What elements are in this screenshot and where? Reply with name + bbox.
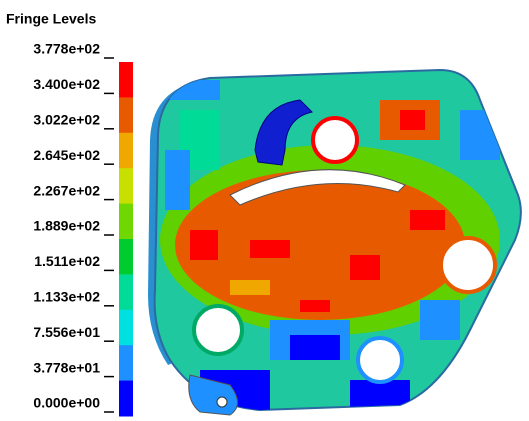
legend-level-label: 3.778e+01 <box>33 359 100 375</box>
hole <box>194 306 242 354</box>
legend-level-label: 2.645e+02 <box>33 147 100 163</box>
legend-level-label: 3.022e+02 <box>33 112 100 128</box>
legend-swatch <box>119 204 133 240</box>
hole <box>358 338 402 382</box>
legend-title: Fringe Levels <box>6 11 96 27</box>
legend-swatch <box>119 239 133 275</box>
legend-level-label: 0.000e+00 <box>33 395 100 411</box>
legend-swatch <box>119 97 133 133</box>
legend-swatch <box>119 133 133 169</box>
hole <box>313 118 357 162</box>
legend-swatch <box>119 168 133 204</box>
fringe-plot-window: Fringe Levels <box>0 0 529 421</box>
legend-level-label: 1.133e+02 <box>33 289 100 305</box>
legend-level-label: 3.400e+02 <box>33 76 100 92</box>
legend-swatch <box>119 345 133 381</box>
legend-swatch <box>119 62 133 98</box>
legend-level-label: 3.778e+02 <box>33 41 100 57</box>
legend-level-label: 7.556e+01 <box>33 324 100 340</box>
legend-level-label: 1.889e+02 <box>33 218 100 234</box>
tab-hole <box>217 397 227 407</box>
legend-level-label: 1.511e+02 <box>34 253 100 269</box>
legend-swatch <box>119 310 133 346</box>
legend-swatch <box>119 381 133 417</box>
hole <box>441 238 495 292</box>
legend-swatch <box>119 274 133 310</box>
legend-level-label: 2.267e+02 <box>33 182 100 198</box>
